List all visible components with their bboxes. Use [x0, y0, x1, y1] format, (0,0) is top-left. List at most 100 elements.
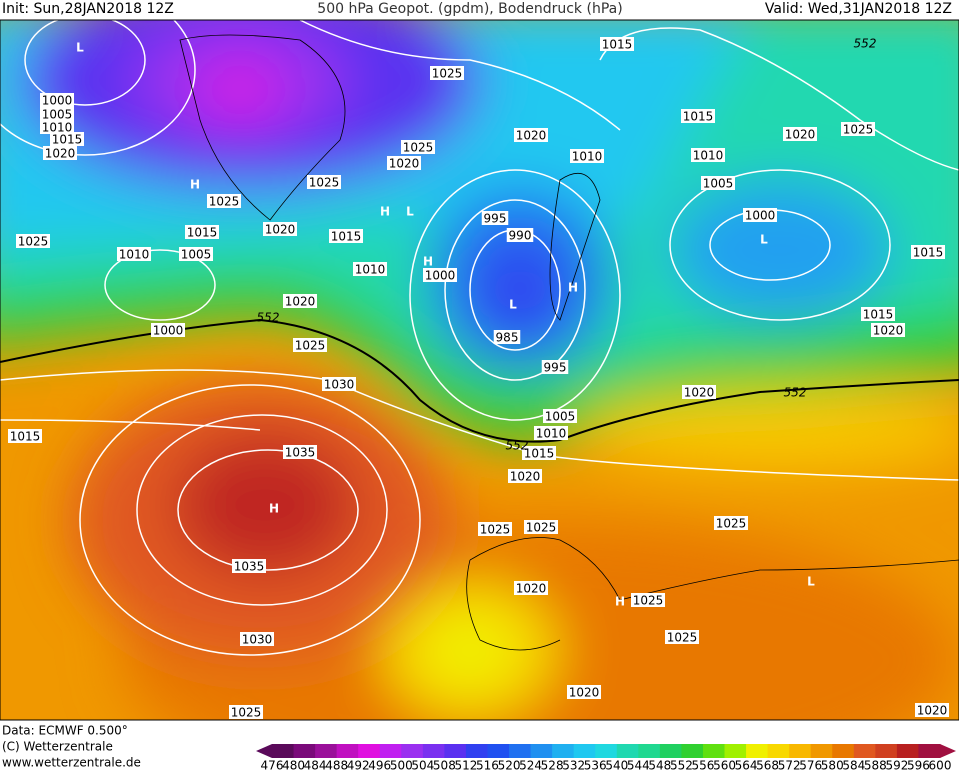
colorbar-segment [659, 744, 682, 758]
map-frame [0, 19, 959, 721]
isobar-label-box [40, 120, 74, 134]
isobar-label: 1025 [843, 123, 874, 137]
isobar-label: 1010 [572, 150, 603, 164]
colorbar-tick-label: 556 [692, 759, 715, 771]
colorbar-segment [638, 744, 661, 758]
isobar-label: 1020 [510, 470, 541, 484]
colorbar-tick-label: 504 [411, 759, 434, 771]
colorbar-tick-label: 532 [562, 759, 585, 771]
colorbar-tick-label: 536 [584, 759, 607, 771]
isobar-label: 1020 [684, 386, 715, 400]
isobar-label: 1030 [242, 633, 273, 647]
colorbar-tick-label: 572 [778, 759, 801, 771]
isobar-label-box [514, 581, 548, 595]
isobar-label: 1020 [569, 686, 600, 700]
colorbar-segment [552, 744, 575, 758]
colorbar-tick-label: 480 [282, 759, 305, 771]
colorbar-tick-label: 580 [821, 759, 844, 771]
colorbar-segment [918, 744, 941, 758]
isobar-label: 1015 [10, 430, 41, 444]
colorbar-tick-label: 568 [756, 759, 779, 771]
isobar-label: 1000 [425, 269, 456, 283]
isobar-label-box [600, 37, 634, 51]
isobar-label: 1015 [683, 110, 714, 124]
isobar-label: 1010 [355, 263, 386, 277]
colorbar-segment [746, 744, 769, 758]
pressure-center: L [406, 205, 414, 219]
colorbar-segment [616, 744, 639, 758]
pressure-center: H [568, 281, 578, 295]
geopotential-label: 552 [854, 37, 877, 51]
colorbar-segment [681, 744, 704, 758]
colorbar-tick-label: 488 [325, 759, 348, 771]
isobar-label: 1025 [480, 523, 511, 537]
isobar-label: 1020 [45, 147, 76, 161]
colorbar-segment [336, 744, 359, 758]
isobar-label: 1000 [42, 94, 73, 108]
colorbar-tick-label: 520 [498, 759, 521, 771]
pressure-center: H [380, 205, 390, 219]
isobar-label-box [743, 208, 777, 222]
data-source: Data: ECMWF 0.500° [2, 724, 128, 738]
colorbar-tick-label: 484 [304, 759, 327, 771]
isobar-label-box [911, 245, 945, 259]
isobar-label: 1005 [42, 108, 73, 122]
isobar-label-box [871, 323, 905, 337]
isobar-label: 1025 [667, 631, 698, 645]
isobar-label-box [430, 66, 464, 80]
colorbar-segment [465, 744, 488, 758]
colorbar-tick-label: 588 [864, 759, 887, 771]
isobar-label-box [40, 93, 74, 107]
isobar-label-box [570, 149, 604, 163]
colorbar-segment [853, 744, 876, 758]
isobar-label: 1030 [324, 378, 355, 392]
isobar-label-box [232, 559, 266, 573]
isobar-label-box [541, 360, 569, 374]
colorbar-segment [379, 744, 402, 758]
isobar-label: 1020 [785, 128, 816, 142]
isobar-label-box [353, 262, 387, 276]
colorbar-tick-label: 596 [907, 759, 930, 771]
colorbar-segment [358, 744, 381, 758]
colorbar-tick-label: 564 [735, 759, 758, 771]
isobar-label: 1025 [633, 594, 664, 608]
isobar-label-box [423, 268, 457, 282]
isobar-label-box [534, 426, 568, 440]
colorbar-segment [444, 744, 467, 758]
colorbar-tick-label: 540 [605, 759, 628, 771]
isobar-label-box [207, 194, 241, 208]
isobar-label: 1025 [432, 67, 463, 81]
pressure-center: H [190, 178, 200, 192]
pressure-center: L [509, 298, 517, 312]
isobar-label-box [508, 469, 542, 483]
isobar-label-box [701, 176, 735, 190]
isobar-label: 1010 [693, 149, 724, 163]
colorbar-tick-label: 508 [433, 759, 456, 771]
isobar-label-box [478, 522, 512, 536]
isobar-label: 1015 [913, 246, 944, 260]
isobar-label-box [841, 122, 875, 136]
isobar-label-box [401, 140, 435, 154]
isobar-label: 1010 [119, 248, 150, 262]
isobar-label: 1025 [526, 521, 557, 535]
colorbar-tick-label: 544 [627, 759, 650, 771]
colorbar-tick-label: 528 [541, 759, 564, 771]
colorbar-segment [530, 744, 553, 758]
map-labels: 1015102510001005101010151020101510201025… [8, 37, 949, 720]
isobar-label: 1010 [42, 121, 73, 135]
copyright: (C) Wetterzentrale [2, 740, 113, 754]
pressure-center: L [807, 575, 815, 589]
isobar-label: 1020 [917, 704, 948, 718]
isobar-label: 1010 [536, 427, 567, 441]
pressure-center: H [615, 595, 625, 609]
isobar-label: 1035 [234, 560, 265, 574]
isobar-label-box [691, 148, 725, 162]
colorbar-segment [509, 744, 532, 758]
isobar-label-box [481, 211, 509, 225]
colorbar-tick-label: 496 [368, 759, 391, 771]
isobar-label: 1005 [703, 177, 734, 191]
isobar-label-box [493, 330, 521, 344]
colorbar-segment [487, 744, 510, 758]
isobar-label-box [524, 520, 558, 534]
colorbar-tick-label: 560 [713, 759, 736, 771]
